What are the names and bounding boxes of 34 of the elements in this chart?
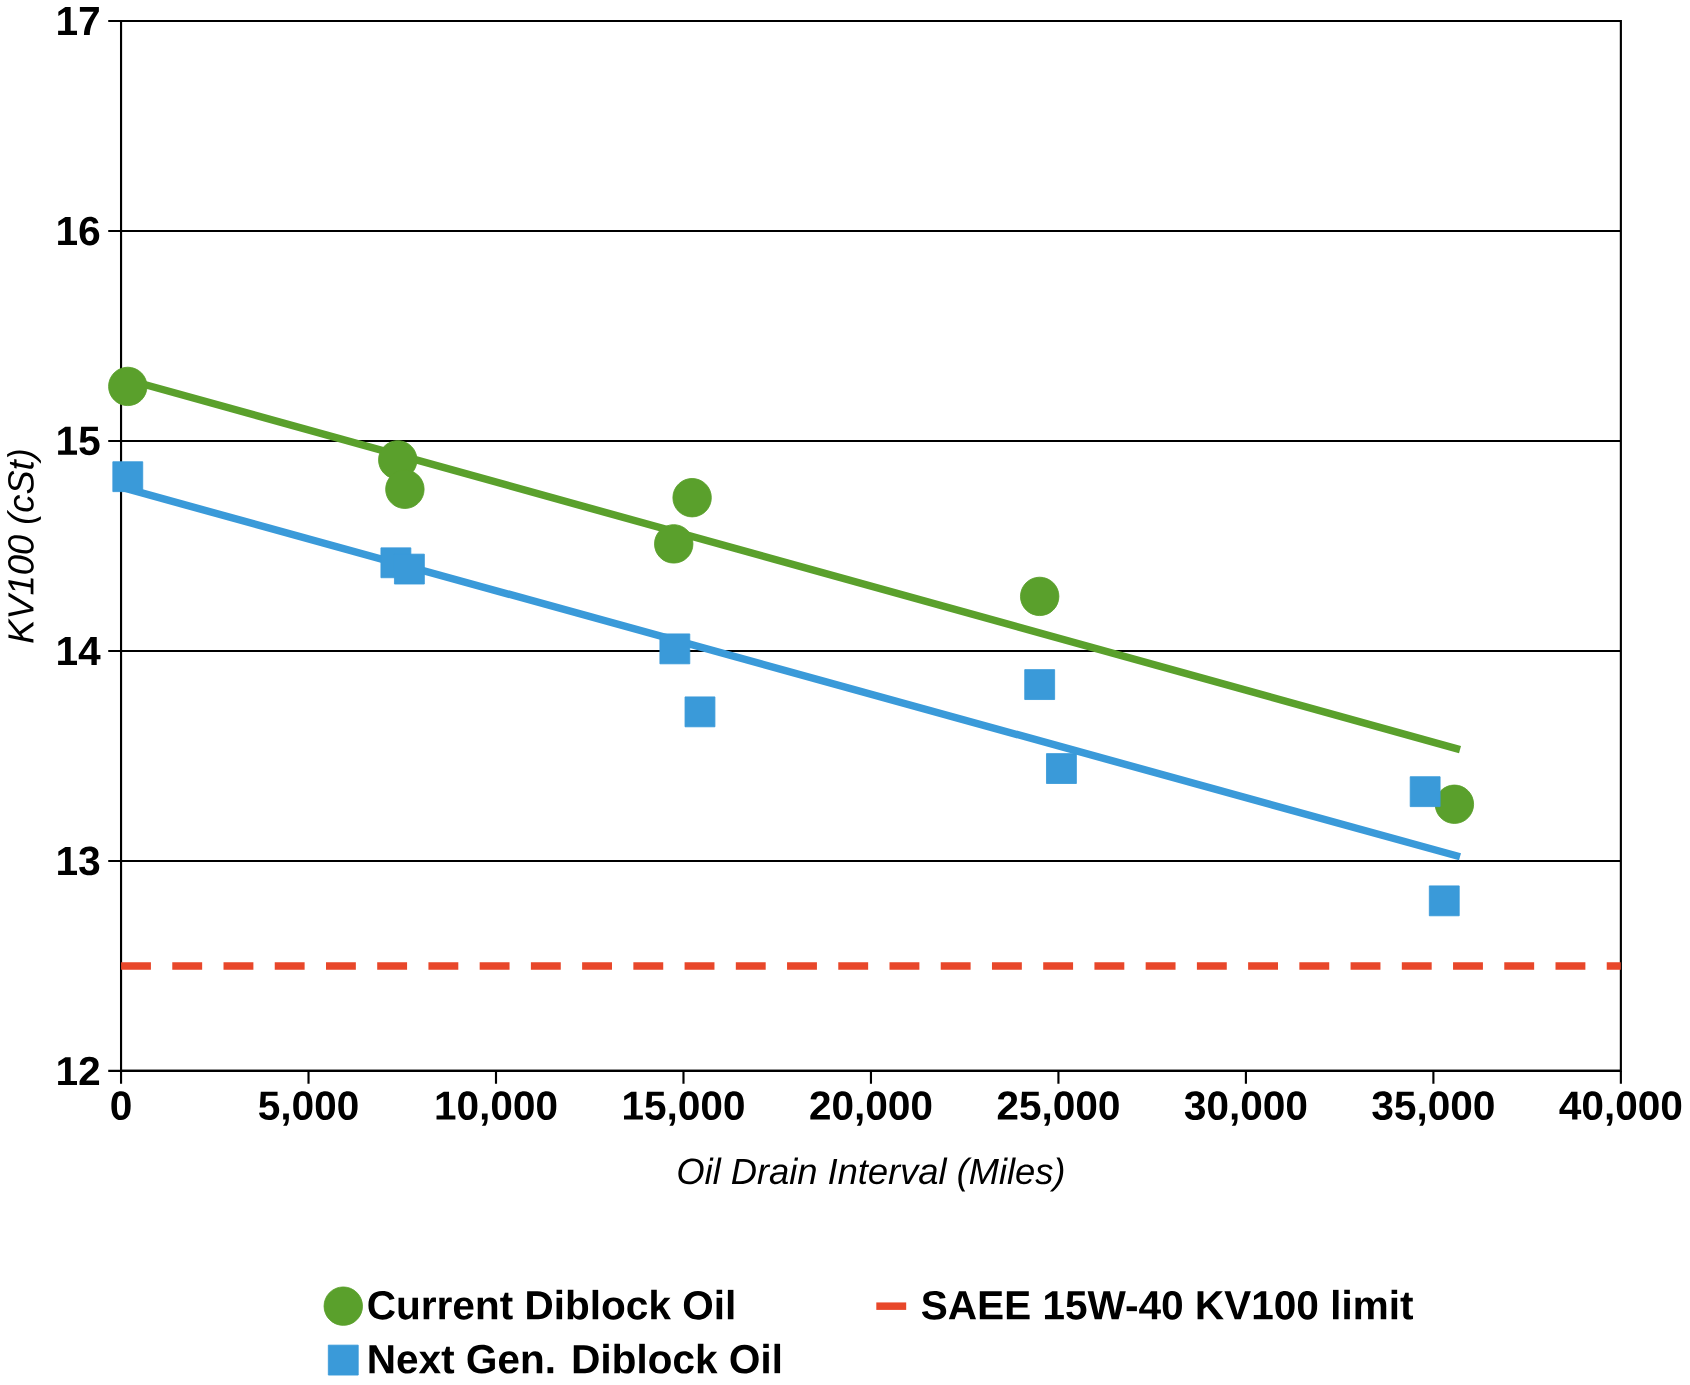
y-tick-label: 12: [58, 1056, 100, 1086]
legend-label: Next Gen. Diblock Oil: [369, 1343, 781, 1374]
point: [659, 633, 691, 665]
y-tick-label: 14: [58, 637, 101, 665]
point: [108, 366, 148, 407]
point: [1434, 784, 1475, 824]
point: [385, 469, 425, 509]
x-tick-label: 30,000: [1184, 1091, 1307, 1126]
point: [1024, 669, 1056, 700]
x-tick-label: 35,000: [1372, 1091, 1494, 1126]
x-tick-label: 5,000: [259, 1091, 358, 1126]
y-tick-label: 17: [58, 7, 99, 36]
x-tick-label: 15,000: [624, 1091, 744, 1126]
y-tick-label: 13: [58, 846, 100, 876]
point: [1409, 776, 1441, 808]
point: [672, 478, 712, 518]
point: [654, 524, 694, 564]
x-tick-label: 20,000: [810, 1091, 932, 1126]
x-tick-label: 0: [111, 1091, 131, 1121]
legend-label: SAEE 15W-40 KV100 limit: [921, 1289, 1414, 1320]
y-axis-title: KV100 (cSt): [7, 450, 41, 643]
legend-label: Current Diblock Oil: [368, 1289, 734, 1320]
y-tick-label: 15: [58, 426, 100, 456]
x-tick-label: 10,000: [436, 1091, 557, 1126]
y-tick-label: 16: [58, 216, 100, 246]
point: [1020, 576, 1060, 617]
point: [684, 696, 716, 728]
x-axis-title: Oil Drain Interval (Miles): [678, 1157, 1064, 1192]
point: [394, 553, 425, 585]
point: [112, 461, 144, 493]
x-tick-label: 40,000: [1559, 1091, 1682, 1126]
x-tick-label: 25,000: [997, 1091, 1119, 1126]
point: [1046, 753, 1077, 784]
point: [1428, 885, 1460, 917]
